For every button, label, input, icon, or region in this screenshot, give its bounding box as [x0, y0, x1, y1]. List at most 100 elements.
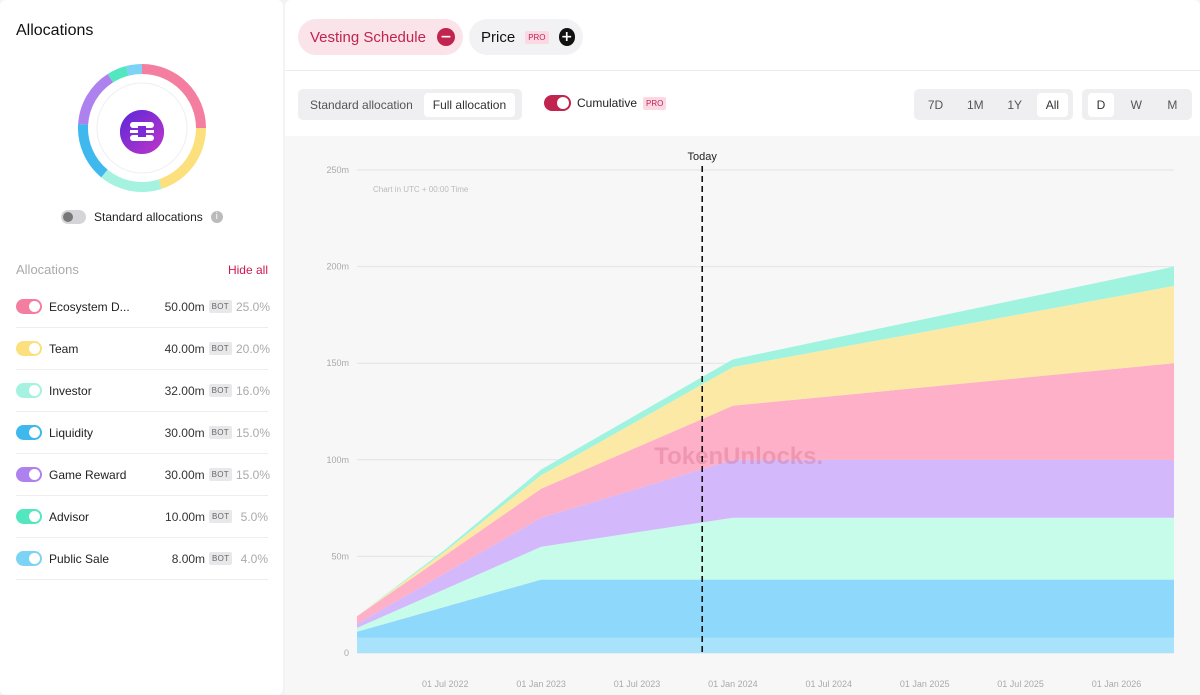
info-icon[interactable]: i	[210, 211, 223, 223]
allocation-toggle[interactable]	[16, 299, 42, 314]
allocation-toggle[interactable]	[16, 509, 42, 524]
chart-panel: Vesting Schedule − Price PRO + Standard …	[285, 0, 1200, 695]
range-1y[interactable]: 1Y	[1007, 97, 1023, 112]
allocation-name: Public Sale	[49, 551, 110, 566]
allocation-toggle[interactable]	[16, 467, 42, 482]
tab-price[interactable]: Price PRO +	[469, 19, 583, 55]
list-item: Liquidity 30.00m BOT 15.0%	[16, 412, 271, 454]
divider	[285, 70, 1200, 71]
y-tick-label: 0	[344, 648, 349, 658]
allocation-amount: 30.00m	[164, 425, 205, 440]
y-tick-label: 250m	[326, 165, 349, 175]
standard-allocations-row: Standard allocations i	[61, 210, 223, 224]
tab-vesting-label: Vesting Schedule	[310, 28, 426, 46]
list-item: Advisor 10.00m BOT 5.0%	[16, 496, 268, 538]
bot-badge: BOT	[208, 468, 232, 481]
allocation-amount: 32.00m	[164, 383, 205, 398]
standard-allocations-toggle[interactable]	[61, 210, 86, 224]
x-tick-label: 01 Jul 2024	[806, 679, 853, 689]
tab-price-label: Price	[481, 28, 516, 46]
allocation-name: Game Reward	[49, 467, 127, 482]
bot-badge: BOT	[209, 510, 233, 523]
donut-slice	[78, 73, 114, 125]
allocation-amount: 10.00m	[165, 509, 206, 524]
allocation-toggle[interactable]	[16, 341, 42, 356]
allocations-list-title: Allocations	[16, 262, 79, 277]
allocation-toggle[interactable]	[16, 425, 42, 440]
watermark-logo: TokenUnlocks.	[654, 443, 823, 470]
x-tick-label: 01 Jan 2023	[516, 679, 566, 689]
allocation-name: Team	[49, 341, 79, 356]
bot-badge: BOT	[208, 384, 232, 397]
allocation-percent: 16.0%	[236, 383, 271, 398]
plus-icon[interactable]: +	[558, 28, 575, 46]
x-tick-label: 01 Jul 2023	[614, 679, 661, 689]
range-7d[interactable]: 7D	[927, 97, 944, 112]
donut-slice	[158, 128, 206, 189]
bot-badge: BOT	[208, 300, 232, 313]
allocations-list: Ecosystem D... 50.00m BOT 25.0% Team 40.00m BO…	[16, 286, 271, 580]
granularity-selector: D W M	[1082, 89, 1192, 120]
x-tick-label: 01 Jul 2025	[997, 679, 1044, 689]
allocation-toggle[interactable]	[16, 551, 42, 566]
panel-title: Allocations	[16, 22, 94, 39]
list-item: Investor 32.00m BOT 16.0%	[16, 370, 271, 412]
series-area	[357, 637, 1174, 653]
allocation-percent: 5.0%	[240, 509, 269, 524]
donut-slice	[126, 64, 142, 76]
donut-slice	[142, 64, 206, 128]
x-tick-label: 01 Jan 2026	[1092, 679, 1142, 689]
vesting-chart[interactable]: 0 50m 100m 150m 200m 250m 01 Jul 2022 01 Jan 20…	[285, 136, 1200, 695]
allocation-percent: 20.0%	[236, 341, 271, 356]
token-logo	[120, 110, 164, 154]
allocations-list-header: Allocations Hide all	[16, 262, 268, 277]
series-area	[357, 579, 1174, 638]
standard-allocations-label: Standard allocations	[94, 210, 203, 224]
bot-badge: BOT	[209, 552, 233, 565]
bot-badge: BOT	[208, 342, 232, 355]
allocation-percent: 15.0%	[236, 425, 271, 440]
donut-slice	[101, 169, 162, 192]
series-area	[357, 285, 1174, 617]
allocation-donut-chart	[78, 64, 206, 192]
minus-icon[interactable]: −	[437, 28, 455, 46]
today-label: Today	[688, 151, 718, 163]
range-selector: 7D 1M 1Y All	[914, 89, 1073, 120]
y-tick-label: 50m	[331, 551, 349, 561]
cumulative-toggle[interactable]	[544, 95, 571, 111]
chart-note: Chart in UTC + 00:00 Time	[373, 185, 469, 194]
x-tick-label: 01 Jul 2022	[422, 679, 469, 689]
series-area	[357, 363, 1174, 625]
tab-vesting-schedule[interactable]: Vesting Schedule −	[298, 19, 463, 55]
allocation-name: Advisor	[49, 509, 90, 524]
vesting-chart-area: 0 50m 100m 150m 200m 250m 01 Jul 2022 01 Jan 20…	[285, 136, 1200, 695]
range-1m[interactable]: 1M	[966, 97, 984, 112]
pro-badge: PRO	[643, 96, 667, 110]
range-all[interactable]: All	[1036, 92, 1069, 117]
series-area	[357, 517, 1174, 632]
allocation-mode-selector: Standard allocation Full allocation	[298, 89, 522, 120]
cumulative-label: Cumulative	[577, 96, 638, 110]
list-item: Team 40.00m BOT 20.0%	[16, 328, 271, 370]
allocation-amount: 8.00m	[171, 551, 206, 566]
full-allocation-option[interactable]: Full allocation	[423, 92, 516, 117]
cumulative-row: Cumulative PRO	[544, 95, 667, 111]
x-tick-label: 01 Jan 2024	[708, 679, 758, 689]
list-item: Public Sale 8.00m BOT 4.0%	[16, 538, 268, 580]
y-tick-label: 100m	[326, 455, 349, 465]
granularity-w[interactable]: W	[1130, 97, 1142, 112]
standard-allocation-option[interactable]: Standard allocation	[310, 97, 413, 112]
granularity-m[interactable]: M	[1167, 97, 1178, 112]
series-area	[357, 459, 1174, 628]
pro-badge: PRO	[525, 30, 549, 44]
allocation-percent: 15.0%	[236, 467, 271, 482]
allocation-toggle[interactable]	[16, 383, 42, 398]
bot-badge: BOT	[208, 426, 232, 439]
allocation-amount: 50.00m	[164, 299, 205, 314]
hide-all-button[interactable]: Hide all	[227, 262, 268, 277]
allocation-name: Ecosystem D...	[49, 299, 130, 314]
list-item: Game Reward 30.00m BOT 15.0%	[16, 454, 271, 496]
granularity-d[interactable]: D	[1087, 92, 1115, 117]
y-tick-label: 200m	[326, 262, 349, 272]
list-item: Ecosystem D... 50.00m BOT 25.0%	[16, 286, 270, 328]
